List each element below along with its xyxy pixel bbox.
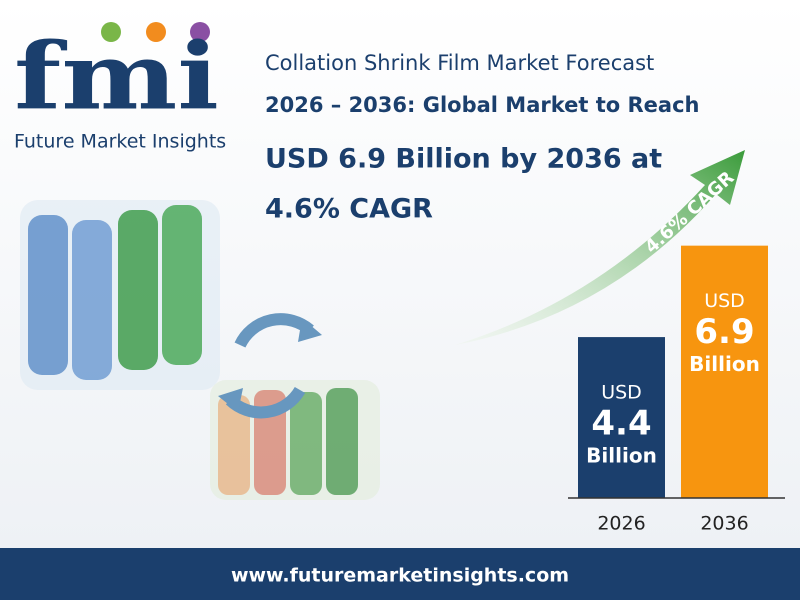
value-suffix: Billion	[689, 352, 760, 376]
title-line: 4.6% CAGR	[265, 194, 433, 225]
x-tick-label: 2036	[700, 513, 748, 535]
value-label: 4.4	[591, 404, 651, 444]
title-line: 2026 – 2036: Global Market to Reach	[265, 93, 699, 117]
value-label: 6.9	[694, 312, 754, 352]
logo-dot	[101, 22, 121, 42]
value-suffix: Billion	[586, 444, 657, 468]
footer-url: www.futuremarketinsights.com	[231, 565, 569, 587]
logo-mark: fmi	[14, 23, 219, 131]
growth-arrow	[455, 150, 745, 345]
logo-dot	[190, 22, 210, 42]
footer-band	[0, 548, 800, 600]
bar	[578, 337, 665, 498]
bar	[681, 245, 768, 498]
logo-name: Future Market Insights	[14, 131, 226, 153]
illustration	[20, 200, 380, 500]
logo-dot	[146, 22, 166, 42]
title-line: USD 6.9 Billion by 2036 at	[265, 144, 662, 175]
title-line: Collation Shrink Film Market Forecast	[265, 51, 654, 75]
x-tick-label: 2026	[597, 513, 645, 535]
value-prefix: USD	[601, 382, 642, 404]
value-prefix: USD	[704, 290, 745, 312]
